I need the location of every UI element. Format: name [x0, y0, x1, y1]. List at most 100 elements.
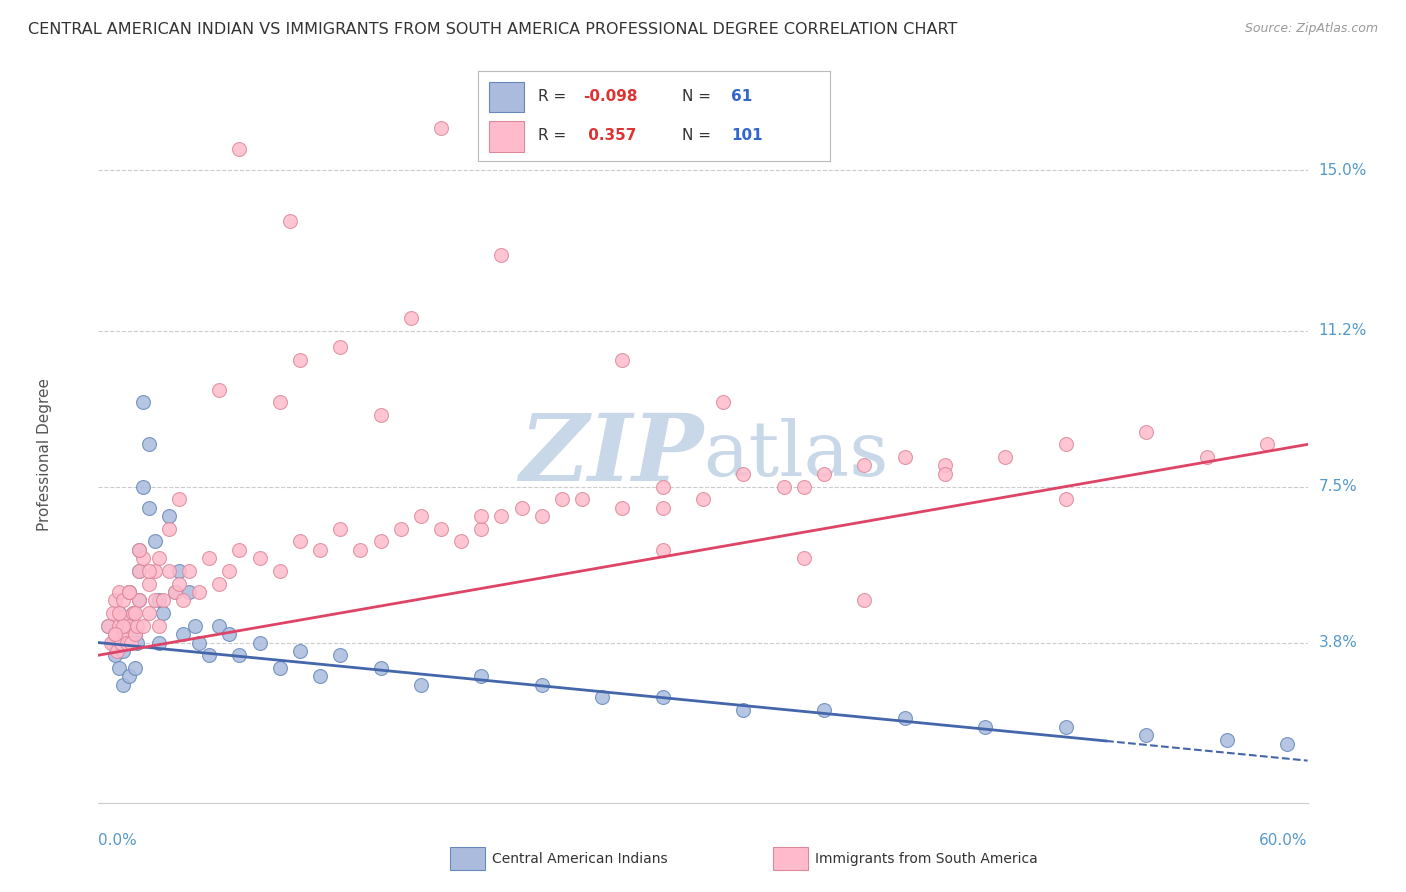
Point — [128, 593, 150, 607]
Point — [184, 618, 207, 632]
Point — [143, 593, 166, 607]
Text: R =: R = — [538, 128, 571, 143]
Point — [128, 542, 150, 557]
Point — [228, 648, 250, 663]
Point — [612, 500, 634, 515]
Point — [309, 542, 332, 557]
Point — [409, 509, 432, 524]
Point — [103, 627, 125, 641]
Point — [120, 635, 142, 649]
Point — [128, 564, 150, 578]
Text: CENTRAL AMERICAN INDIAN VS IMMIGRANTS FROM SOUTH AMERICA PROFESSIONAL DEGREE COR: CENTRAL AMERICAN INDIAN VS IMMIGRANTS FR… — [28, 22, 957, 37]
Point — [530, 509, 553, 524]
Text: Immigrants from South America: Immigrants from South America — [815, 852, 1038, 866]
Point — [1135, 728, 1157, 742]
Point — [591, 690, 613, 705]
Text: 11.2%: 11.2% — [1319, 323, 1367, 338]
Point — [228, 142, 250, 156]
Point — [97, 618, 120, 632]
Point — [110, 635, 132, 649]
Point — [389, 522, 412, 536]
Point — [510, 500, 533, 515]
Point — [491, 509, 513, 524]
Point — [1135, 425, 1157, 439]
Point — [103, 627, 125, 641]
Point — [329, 340, 352, 354]
Point — [853, 458, 876, 473]
Point — [124, 606, 146, 620]
Point — [124, 627, 146, 641]
Point — [218, 564, 240, 578]
Text: N =: N = — [682, 128, 716, 143]
Point — [177, 564, 201, 578]
Text: 15.0%: 15.0% — [1319, 163, 1367, 178]
Point — [111, 610, 134, 624]
Point — [813, 467, 835, 481]
Point — [853, 593, 876, 607]
Point — [349, 542, 371, 557]
Point — [111, 644, 134, 658]
Point — [893, 450, 915, 464]
Point — [115, 635, 138, 649]
Point — [143, 564, 166, 578]
Text: 7.5%: 7.5% — [1319, 479, 1357, 494]
Point — [249, 635, 271, 649]
Point — [132, 618, 155, 632]
Point — [651, 479, 673, 493]
Point — [1054, 720, 1077, 734]
Point — [111, 627, 134, 641]
Point — [772, 479, 794, 493]
Point — [172, 627, 194, 641]
Point — [148, 551, 170, 566]
Point — [107, 661, 129, 675]
Text: atlas: atlas — [703, 418, 889, 491]
Point — [370, 661, 392, 675]
Text: N =: N = — [682, 89, 716, 103]
Point — [138, 606, 160, 620]
Text: 60.0%: 60.0% — [1260, 833, 1308, 848]
Point — [152, 593, 174, 607]
Point — [450, 534, 472, 549]
Point — [470, 669, 492, 683]
Point — [530, 678, 553, 692]
Point — [143, 534, 166, 549]
Point — [329, 648, 352, 663]
Point — [893, 711, 915, 725]
Point — [167, 492, 190, 507]
Point — [100, 635, 122, 649]
Point — [138, 564, 160, 578]
Text: -0.098: -0.098 — [583, 89, 638, 103]
Point — [651, 690, 673, 705]
Point — [103, 593, 125, 607]
Point — [208, 618, 231, 632]
Point — [370, 408, 392, 422]
Point — [470, 522, 492, 536]
Point — [128, 564, 150, 578]
Point — [111, 593, 134, 607]
Point — [107, 618, 129, 632]
Point — [934, 467, 956, 481]
Point — [148, 593, 170, 607]
Point — [111, 618, 134, 632]
Point — [167, 576, 190, 591]
Point — [188, 585, 211, 599]
Point — [167, 564, 190, 578]
Text: Source: ZipAtlas.com: Source: ZipAtlas.com — [1244, 22, 1378, 36]
Point — [278, 214, 301, 228]
Point — [198, 648, 221, 663]
Point — [228, 542, 250, 557]
Point — [269, 395, 291, 409]
Point — [269, 564, 291, 578]
Point — [1054, 437, 1077, 451]
Point — [491, 247, 513, 261]
Text: 101: 101 — [731, 128, 762, 143]
Point — [409, 678, 432, 692]
Point — [138, 576, 160, 591]
Text: 0.357: 0.357 — [583, 128, 637, 143]
Point — [128, 542, 150, 557]
Point — [793, 479, 815, 493]
Point — [132, 395, 155, 409]
Point — [551, 492, 574, 507]
Point — [329, 522, 352, 536]
Point — [132, 479, 155, 493]
